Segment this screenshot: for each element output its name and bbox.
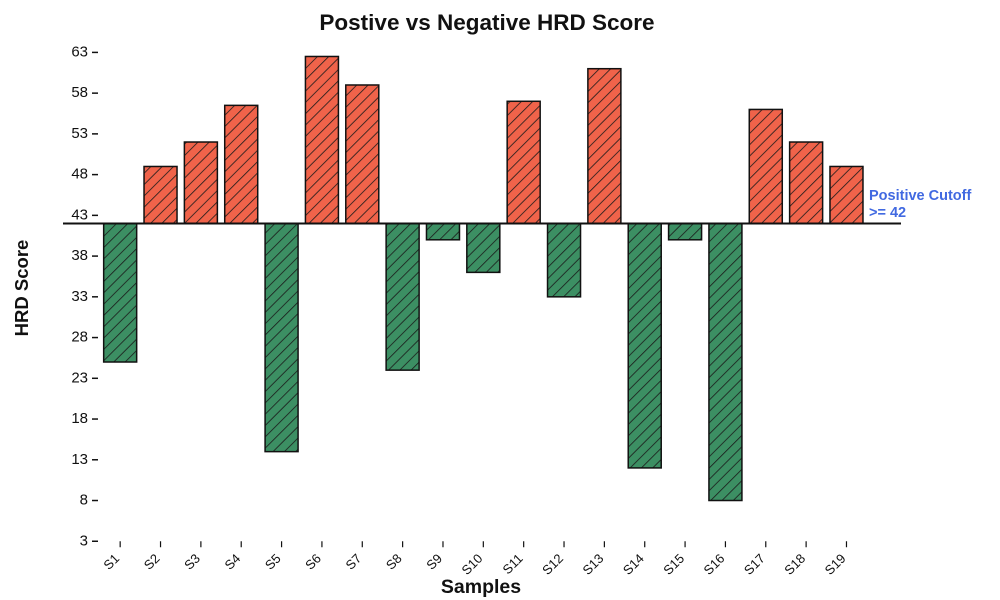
svg-text:28: 28 xyxy=(71,329,88,346)
svg-text:S19: S19 xyxy=(822,551,849,578)
svg-text:43: 43 xyxy=(71,206,88,223)
svg-text:S2: S2 xyxy=(141,551,163,573)
svg-text:S5: S5 xyxy=(262,551,284,573)
svg-text:S7: S7 xyxy=(343,551,365,573)
svg-text:S11: S11 xyxy=(500,551,526,577)
svg-text:48: 48 xyxy=(71,166,88,183)
svg-text:38: 38 xyxy=(71,247,88,264)
svg-text:63: 63 xyxy=(71,43,88,60)
svg-text:S1: S1 xyxy=(100,551,122,573)
svg-text:S8: S8 xyxy=(383,551,405,573)
svg-text:S6: S6 xyxy=(302,551,324,573)
svg-text:S16: S16 xyxy=(701,551,728,578)
svg-text:18: 18 xyxy=(71,410,88,427)
svg-text:33: 33 xyxy=(71,288,88,305)
svg-text:S15: S15 xyxy=(660,551,687,578)
svg-text:S4: S4 xyxy=(221,551,243,573)
svg-text:S13: S13 xyxy=(580,551,607,578)
svg-text:8: 8 xyxy=(80,492,88,509)
svg-text:S18: S18 xyxy=(781,551,808,578)
svg-text:S12: S12 xyxy=(539,551,566,578)
svg-text:58: 58 xyxy=(71,84,88,101)
svg-text:S9: S9 xyxy=(423,551,445,573)
svg-text:S10: S10 xyxy=(458,551,485,578)
svg-text:S14: S14 xyxy=(620,551,647,578)
svg-text:3: 3 xyxy=(80,532,88,549)
svg-text:S3: S3 xyxy=(181,551,203,573)
svg-text:53: 53 xyxy=(71,125,88,142)
svg-text:23: 23 xyxy=(71,369,88,386)
svg-text:S17: S17 xyxy=(741,551,768,578)
svg-text:13: 13 xyxy=(71,451,88,468)
